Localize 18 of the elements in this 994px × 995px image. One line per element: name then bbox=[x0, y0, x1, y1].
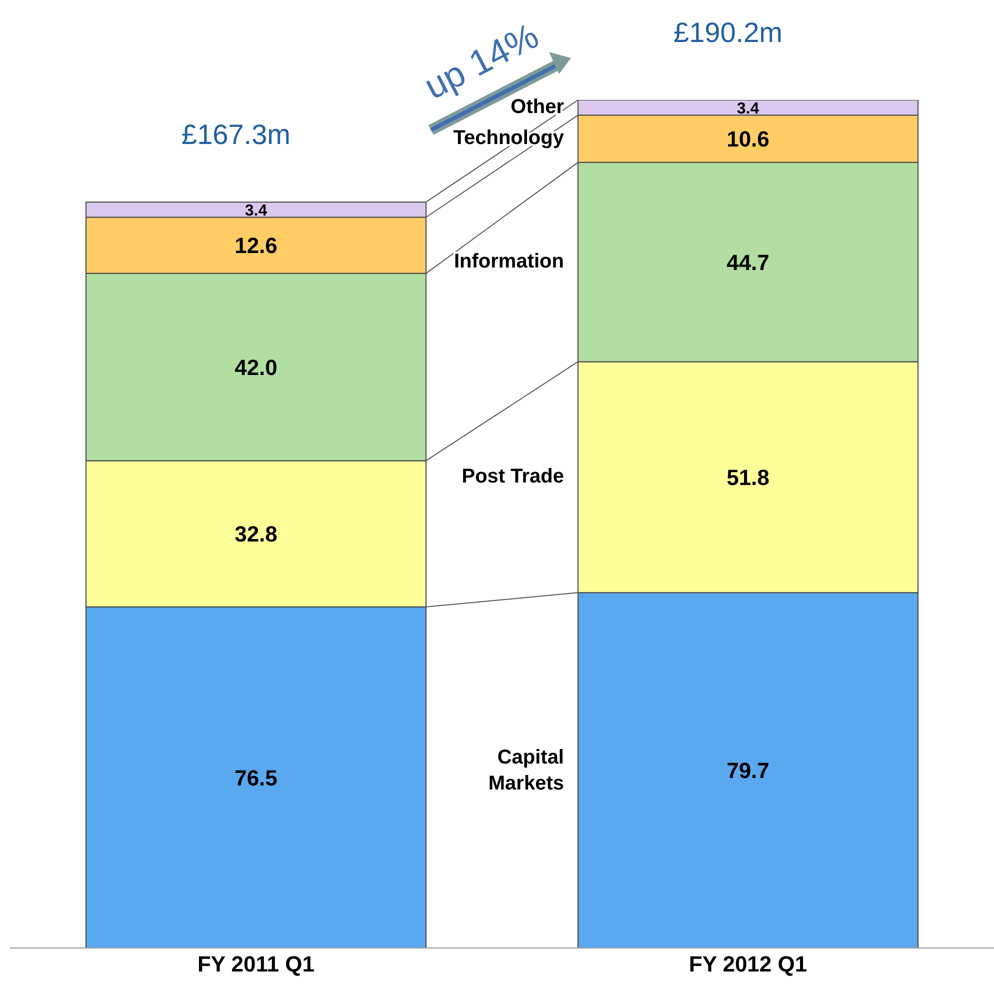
x-tick-label: FY 2012 Q1 bbox=[688, 952, 808, 977]
series-label: Capital Markets bbox=[488, 746, 564, 795]
x-tick-label: FY 2011 Q1 bbox=[197, 952, 315, 977]
data-label: 44.7 bbox=[726, 250, 770, 275]
data-label: 10.6 bbox=[726, 126, 770, 152]
data-label: 51.8 bbox=[726, 464, 770, 490]
data-label: 32.8 bbox=[234, 522, 278, 547]
total-label: £190.2m bbox=[674, 17, 782, 48]
series-label: Post Trade bbox=[462, 465, 564, 488]
data-label: 42.0 bbox=[234, 354, 278, 380]
total-label: £167.3m bbox=[182, 119, 290, 150]
data-label: 76.5 bbox=[234, 765, 278, 790]
data-label: 79.7 bbox=[726, 758, 770, 784]
data-label: 3.4 bbox=[736, 100, 760, 118]
data-label: 12.6 bbox=[234, 233, 278, 258]
data-label: 3.4 bbox=[244, 202, 268, 220]
series-label: Other bbox=[510, 96, 564, 118]
series-label: Information bbox=[454, 250, 564, 272]
